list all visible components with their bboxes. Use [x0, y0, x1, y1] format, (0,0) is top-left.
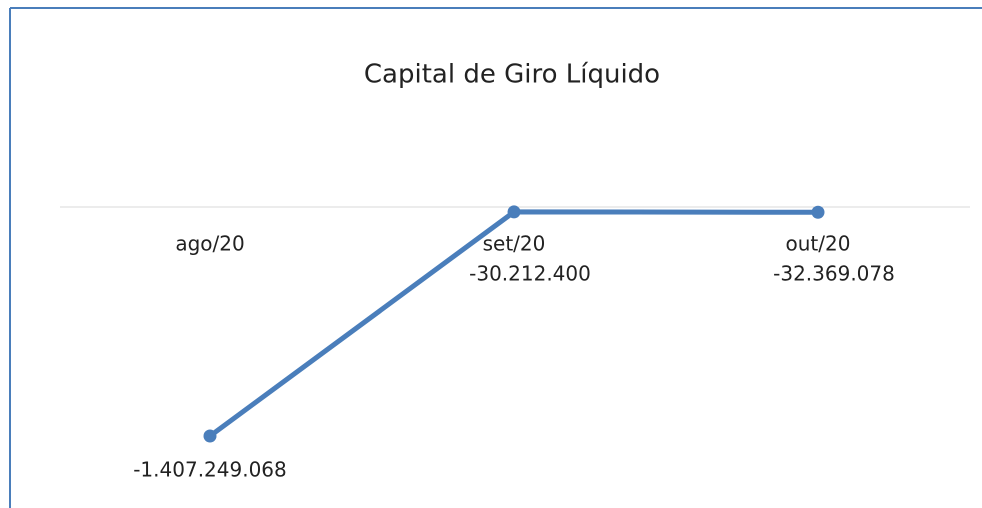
point [507, 205, 521, 219]
x-tick-label: set/20 [483, 232, 546, 256]
data-label: -1.407.249.068 [133, 458, 287, 482]
x-tick-label: ago/20 [175, 232, 244, 256]
data-label: -30.212.400 [469, 262, 591, 286]
data-label: -32.369.078 [773, 262, 895, 286]
point [203, 429, 217, 443]
point [811, 205, 825, 219]
x-tick-label: out/20 [786, 232, 851, 256]
chart-title: Capital de Giro Líquido [364, 60, 660, 90]
